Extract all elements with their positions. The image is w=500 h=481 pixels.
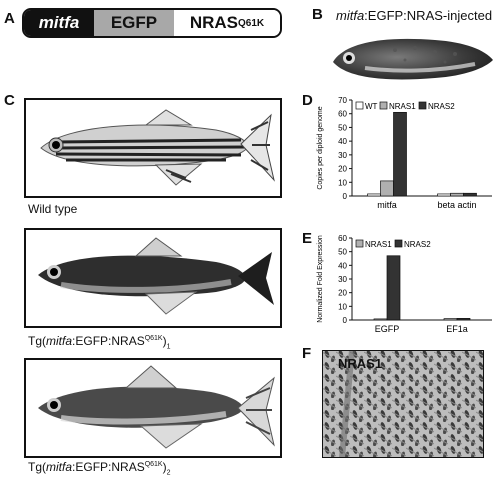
tg2-caption-sub: 2 [166, 469, 171, 477]
panel-b-title-rest: :EGFP:NRAS-injected [364, 8, 493, 23]
tg1-caption-sup: Q61K [144, 335, 163, 342]
chart-d-bar [367, 193, 381, 197]
chart-d-ytick-label: 30 [338, 151, 347, 160]
tg1-caption-prefix: Tg( [28, 334, 46, 348]
chart-d-bar [463, 192, 477, 197]
tg1-caption-mid: :EGFP:NRAS [72, 334, 145, 348]
chart-e-ytick-label: 30 [338, 275, 347, 284]
panel-b-letter: B [312, 6, 323, 23]
chart-d-ytick-label: 40 [338, 137, 347, 146]
chart-e-legend-label: NRAS2 [404, 240, 431, 249]
injected-fish-image [333, 38, 493, 80]
chart-d-legend-swatch [418, 101, 427, 110]
chart-d-legend-label: NRAS2 [428, 102, 455, 111]
wild-type-fish-image [40, 109, 275, 186]
tg1-caption-sub: 1 [166, 343, 171, 351]
tg1-fish-image [38, 237, 274, 315]
chart-e-ytick-label: 60 [338, 234, 347, 243]
tg2-caption-sup: Q61K [144, 461, 163, 468]
histology-label: NRAS1 [338, 356, 383, 371]
chart-d: Copies per diploid genome 0 10 20 30 40 50 60 70… [317, 96, 492, 210]
chart-d-category-label: beta actin [437, 200, 476, 210]
wild-type-caption: Wild type [28, 202, 78, 216]
tg1-fish-frame [24, 228, 282, 328]
wild-type-fish-frame [24, 98, 282, 198]
chart-e-legend-swatch [355, 239, 364, 248]
chart-e-ytick-label: 0 [343, 316, 348, 325]
tg2-caption: Tg(mitfa:EGFP:NRASQ61K)2 [28, 460, 171, 476]
chart-d-ytick-label: 20 [338, 165, 347, 174]
chart-e-legend-label: NRAS1 [365, 240, 392, 249]
chart-d-legend-swatch [379, 101, 388, 110]
chart-d-legend-label: NRAS1 [389, 102, 416, 111]
chart-d-category-label: mitfa [377, 200, 397, 210]
chart-e-bar [456, 318, 471, 321]
chart-d-ytick-label: 50 [338, 123, 347, 132]
chart-e: Normalized Fold Expression 0 10 20 30 40 50 60 N… [317, 234, 492, 334]
construct-nras-superscript: Q61K [238, 17, 265, 29]
chart-e-bar [373, 318, 388, 321]
histology-image [322, 350, 484, 458]
chart-d-ytick-label: 0 [343, 192, 348, 201]
tg1-caption: Tg(mitfa:EGFP:NRASQ61K)1 [28, 334, 171, 350]
chart-d-ytick-label: 10 [338, 178, 347, 187]
tg2-fish-image [38, 365, 275, 449]
tg1-caption-close: ) [162, 334, 167, 348]
panel-b-title: mitfa:EGFP:NRAS-injected [336, 8, 492, 23]
tg2-caption-mid: :EGFP:NRAS [72, 460, 145, 474]
chart-e-category-label: EF1a [446, 324, 468, 334]
chart-d-ytick-label: 60 [338, 110, 347, 119]
panel-f-letter: F [302, 345, 312, 362]
construct-egfp-segment: EGFP [94, 10, 174, 36]
construct-nras-segment: NRAS Q61K [174, 10, 280, 36]
chart-e-ytick-label: 50 [338, 248, 347, 257]
chart-e-category-label: EGFP [375, 324, 400, 334]
tg1-caption-italic: mitfa [46, 334, 73, 348]
chart-e-ytick-label: 40 [338, 261, 347, 270]
chart-e-bar [386, 255, 401, 321]
construct-nras-label: NRAS [189, 13, 239, 32]
construct-mitfa-segment: mitfa [24, 10, 94, 36]
panel-b-title-italic: mitfa [336, 8, 365, 23]
panel-a-letter: A [4, 10, 15, 27]
chart-d-bar [380, 180, 394, 197]
tg2-caption-italic: mitfa [46, 460, 73, 474]
panel-c-letter: C [4, 92, 15, 109]
chart-d-bar [393, 111, 407, 197]
tg2-caption-close: ) [162, 460, 167, 474]
chart-e-ylabel: Normalized Fold Expression [317, 235, 324, 323]
chart-d-ylabel: Copies per diploid genome [317, 106, 324, 189]
chart-e-ytick-label: 10 [338, 302, 347, 311]
chart-d-bar [450, 192, 464, 197]
chart-e-bar [443, 318, 458, 321]
construct-diagram: mitfa EGFP NRAS Q61K [22, 8, 282, 38]
panel-d-letter: D [302, 92, 313, 109]
chart-e-ytick-label: 20 [338, 289, 347, 298]
chart-d-legend-swatch [355, 101, 364, 110]
panel-e-letter: E [302, 230, 313, 247]
tg2-fish-frame [24, 358, 282, 458]
chart-d-bar [437, 193, 451, 197]
chart-d-legend-label: WT [365, 102, 378, 111]
tg2-caption-prefix: Tg( [28, 460, 46, 474]
chart-e-legend-swatch [394, 239, 403, 248]
chart-d-ytick-label: 70 [338, 96, 347, 105]
